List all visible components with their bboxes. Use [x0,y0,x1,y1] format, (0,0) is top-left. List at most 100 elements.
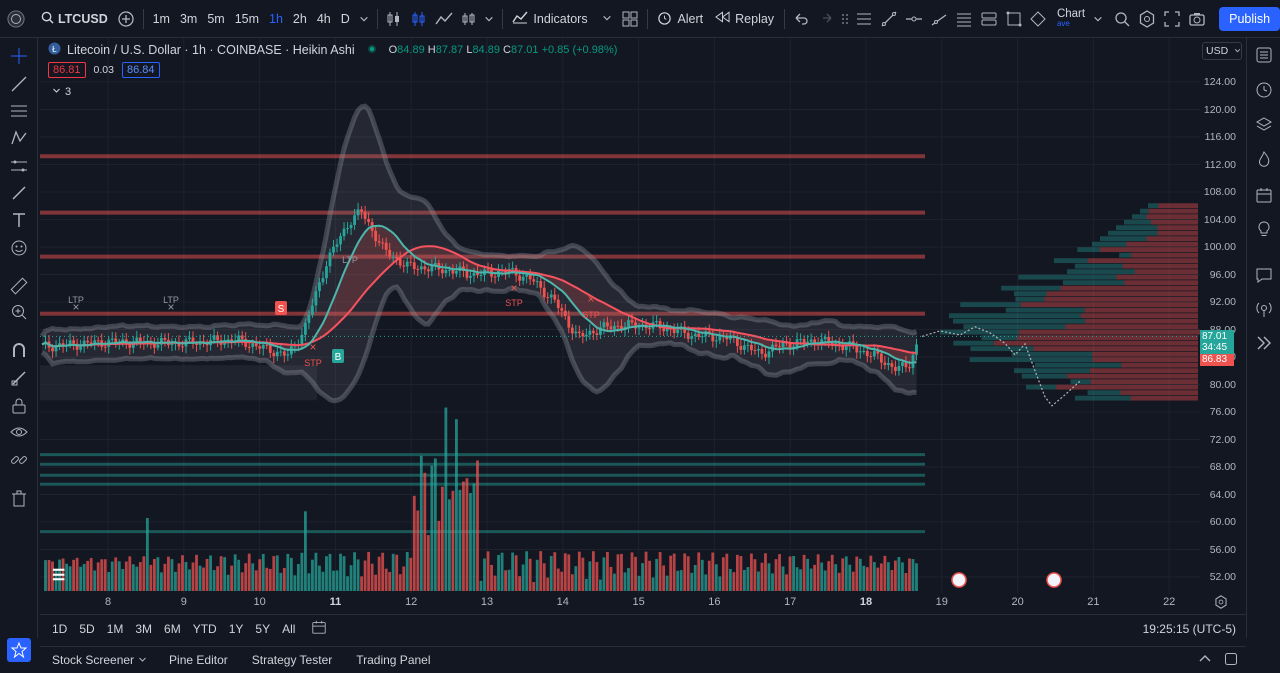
calendar-icon[interactable] [1253,184,1275,206]
link-icon[interactable] [7,448,31,472]
chevron-down-icon[interactable] [1091,5,1105,33]
chevron-down-icon [1234,45,1241,57]
lightbulb-icon[interactable] [1253,218,1275,240]
range-5y[interactable]: 5Y [255,621,271,636]
broadcast-icon[interactable] [1253,298,1275,320]
crosshair-icon[interactable] [7,44,31,68]
chart-canvas[interactable]: LTP LTP LTP STP STP STP × × × × × S B ☰ [40,38,1200,594]
volume-bar [785,574,788,591]
volume-bar [167,556,170,591]
bid-price-box[interactable]: 86.81 [48,62,86,78]
templates-icon[interactable] [618,5,643,33]
alarm-clock-icon[interactable] [1253,78,1275,100]
volume-bar [757,571,760,591]
timeframe-2h[interactable]: 2h [292,11,307,26]
ray-icon[interactable] [926,5,951,33]
chat-icon[interactable] [1253,264,1275,286]
publish-button[interactable]: Publish [1219,6,1280,31]
legend-title[interactable]: Litecoin / U.S. Dollar · 1h · COINBASE ·… [67,43,355,57]
axis-settings-icon[interactable] [1214,595,1228,612]
layers-icon[interactable] [1253,114,1275,136]
timeframe-1h[interactable]: 1h [269,11,283,26]
chart-pane[interactable]: LTP LTP LTP STP STP STP × × × × × S B ☰ [40,38,1200,594]
range-1y[interactable]: 1Y [228,621,244,636]
heikin-ashi-icon[interactable] [407,5,432,33]
clock-label[interactable]: 19:25:15 (UTC-5) [1142,621,1236,636]
timeframe-4h[interactable]: 4h [316,11,331,26]
alert-button[interactable]: Alert [651,5,709,33]
layout-button[interactable]: Chart ave [1051,5,1091,33]
tab-strategy-tester[interactable]: Strategy Tester [251,653,333,667]
time-axis[interactable]: 8 9 10 11 12 13 14 15 16 17 18 19 20 21 22 [40,594,1200,612]
timeframe-1m[interactable]: 1m [152,11,170,26]
fib-icon[interactable] [951,5,976,33]
tab-pine-editor[interactable]: Pine Editor [169,653,228,667]
indicators-toggle[interactable]: 3 [52,86,71,98]
watchlist-star-icon[interactable] [7,638,31,662]
redo-icon[interactable] [814,5,839,33]
eye-icon[interactable] [7,420,31,444]
timeframe-15m[interactable]: 15m [234,11,260,26]
range-3m[interactable]: 3M [135,621,153,636]
candles-icon[interactable] [382,5,407,33]
tab-stock-screener[interactable]: Stock Screener [52,653,135,667]
fullscreen-icon[interactable] [1159,5,1184,33]
chevron-down-icon[interactable] [481,5,497,33]
trend-line-icon[interactable] [876,5,901,33]
fib-retracement-icon[interactable] [7,99,31,123]
replay-button[interactable]: Replay [709,5,780,33]
zoom-search-icon[interactable] [1109,5,1134,33]
date-range-icon[interactable] [311,619,327,638]
brush-icon[interactable] [7,181,31,205]
maximize-panel-icon[interactable] [1224,652,1238,669]
forecast-icon[interactable] [7,154,31,178]
range-all[interactable]: All [282,621,296,636]
text-icon[interactable] [7,208,31,232]
add-symbol-icon[interactable] [114,5,139,33]
gear-icon[interactable] [1134,5,1159,33]
trash-icon[interactable] [7,486,31,510]
ask-price-box[interactable]: 86.84 [121,62,160,78]
range-6m[interactable]: 6M [164,621,181,636]
price-axis[interactable]: USD 124.00 120.00 116.00 112.00 108.00 104.00… [1200,38,1246,594]
candle-body [577,331,581,333]
range-1d[interactable]: 1D [52,621,68,636]
drag-handle-icon[interactable] [839,5,851,33]
hotlist-flame-icon[interactable] [1253,148,1275,170]
undo-icon[interactable] [789,5,814,33]
timeframe-3m[interactable]: 3m [179,11,198,26]
symbol-search[interactable]: LTCUSD [35,5,114,33]
watchlist-icon[interactable] [1253,44,1275,66]
chevron-down-icon[interactable] [355,5,373,33]
ruler-icon[interactable] [7,274,31,298]
timeframe-5m[interactable]: 5m [207,11,225,26]
avatar[interactable] [4,5,29,33]
patterns-icon[interactable] [7,126,31,150]
lock-icon[interactable] [7,394,31,418]
rectangle-icon[interactable] [1001,5,1026,33]
collapse-panel-icon[interactable] [1198,652,1212,669]
camera-icon[interactable] [1184,5,1209,33]
playback-icon[interactable] [1253,332,1275,354]
parallel-channel-icon[interactable] [851,5,876,33]
stay-drawing-icon[interactable] [7,366,31,390]
horizontal-line-icon[interactable] [901,5,926,33]
emoji-icon[interactable] [7,236,31,260]
range-1m[interactable]: 1M [106,621,124,636]
timeframe-d[interactable]: D [340,11,350,26]
magnet-icon[interactable] [7,338,31,362]
right-sidebar [1246,38,1280,638]
tab-trading-panel[interactable]: Trading Panel [356,653,431,667]
pitchfork-icon[interactable] [976,5,1001,33]
line-chart-icon[interactable] [432,5,457,33]
range-5d[interactable]: 5D [79,621,95,636]
range-ytd[interactable]: YTD [192,621,217,636]
price-label: 100.00 [1203,241,1236,253]
zoom-in-icon[interactable] [7,300,31,324]
trend-line-icon[interactable] [7,72,31,96]
bar-chart-icon[interactable] [457,5,482,33]
chevron-down-icon[interactable] [138,653,147,667]
path-icon[interactable] [1026,5,1051,33]
indicators-button[interactable]: Indicators [506,5,617,33]
currency-selector[interactable]: USD [1202,42,1242,60]
